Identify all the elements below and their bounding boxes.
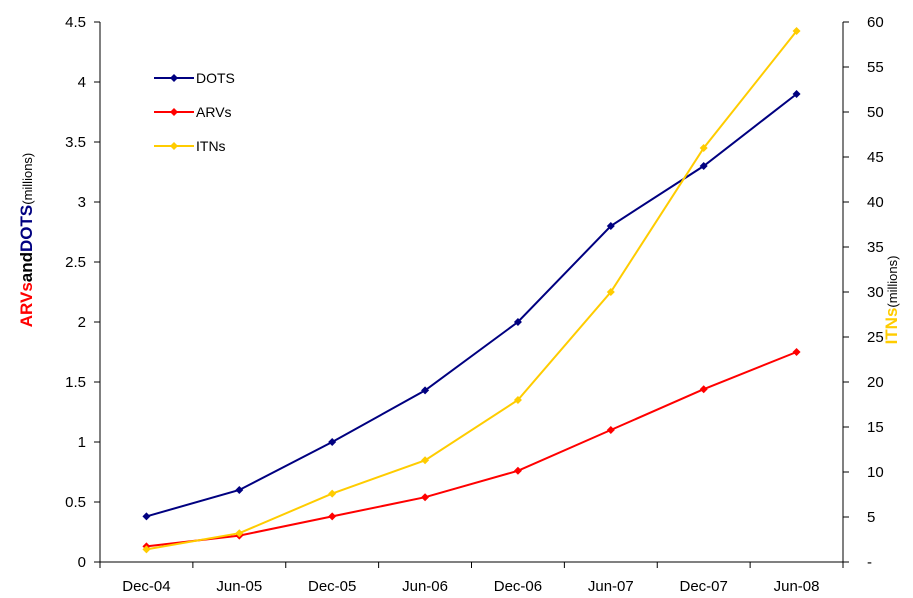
y-left-tick-label: 1.5 (65, 374, 86, 391)
legend: DOTS ARVs ITNs (154, 70, 235, 154)
legend-swatch-marker (170, 74, 178, 82)
x-tick-label: Jun-08 (774, 578, 820, 595)
x-tick-label: Jun-06 (402, 578, 448, 595)
y-left-tick-label: 0 (78, 554, 86, 571)
series-arvs (142, 348, 801, 551)
data-point-itns (235, 529, 244, 538)
y-right-tick-label: 55 (867, 59, 884, 76)
data-point-arvs (606, 426, 615, 434)
legend-label: DOTS (196, 70, 235, 86)
y-left-tick-label: 4.5 (65, 14, 86, 31)
legend-label: ITNs (196, 138, 226, 154)
axis-title-part: DOTS (17, 205, 36, 252)
x-tick-label: Dec-04 (122, 578, 170, 595)
y-left-tick-label: 2.5 (65, 254, 86, 271)
y-left-tick-label: 0.5 (65, 494, 86, 511)
y-left-tick-label: 3 (78, 194, 86, 211)
data-point-arvs (699, 385, 708, 394)
y-right-tick-label: 15 (867, 419, 884, 436)
y-right-tick-label: 30 (867, 284, 884, 301)
legend-item-itns: ITNs (154, 138, 226, 154)
y-right-tick-label: 35 (867, 239, 884, 256)
axis-title-part: (millions) (20, 153, 35, 205)
y-right-tick-label: 60 (867, 14, 884, 31)
legend-swatch-marker (170, 142, 178, 150)
series-layer (142, 27, 801, 554)
data-point-arvs (792, 348, 801, 356)
legend-item-arvs: ARVs (154, 104, 232, 120)
series-line-itns (146, 30, 798, 551)
data-point-itns (513, 396, 522, 404)
x-tick-label: Jun-07 (588, 578, 634, 595)
x-tick-label: Dec-05 (308, 578, 356, 595)
data-point-dots (142, 512, 151, 521)
legend-swatch-marker (170, 108, 178, 116)
y-left-tick-label: 2 (78, 314, 86, 331)
legend-item-dots: DOTS (154, 70, 235, 86)
data-point-dots (328, 438, 337, 446)
axis-title-part: and (17, 252, 36, 282)
legend-label: ARVs (196, 104, 232, 120)
axis-labels: ARVsandDOTS(millions)ITNs(millions) (17, 153, 901, 345)
y-right-tick-label: 20 (867, 374, 884, 391)
data-point-itns (142, 545, 151, 554)
data-point-arvs (421, 493, 430, 502)
data-point-dots (699, 162, 708, 170)
axis-title-part: ITNs (882, 308, 901, 345)
series-dots (142, 90, 801, 521)
data-point-dots (235, 486, 244, 494)
y-left-tick-label: 3.5 (65, 134, 86, 151)
y-left-tick-label: 1 (78, 434, 86, 451)
data-point-dots (792, 90, 801, 98)
series-itns (142, 27, 801, 554)
data-point-itns (792, 27, 801, 35)
y-right-tick-label: 25 (867, 329, 884, 346)
data-point-dots (606, 222, 615, 230)
data-point-dots (513, 318, 522, 326)
series-line-dots (146, 93, 798, 518)
axes: 0 0.5 1 1.5 2 2.5 3 3.5 4 4.5 - 5 10 15 20 25 30 35 40 45 50… (65, 14, 884, 595)
y-right-tick-label: 45 (867, 149, 884, 166)
y-right-axis-title: ITNs(millions) (882, 256, 901, 345)
data-point-itns (421, 456, 430, 465)
y-right-tick-label: - (867, 554, 872, 571)
data-point-itns (699, 144, 708, 152)
axis-title-part: ARVs (17, 282, 36, 327)
data-point-arvs (513, 466, 522, 475)
data-point-itns (606, 288, 615, 296)
y-right-tick-label: 50 (867, 104, 884, 121)
x-tick-label: Jun-05 (216, 578, 262, 595)
data-point-itns (328, 489, 337, 498)
y-right-tick-label: 5 (867, 509, 875, 526)
x-tick-label: Dec-07 (680, 578, 728, 595)
data-point-dots (421, 386, 430, 395)
y-left-tick-label: 4 (78, 74, 86, 91)
axis-title-part: (millions) (885, 256, 900, 308)
y-right-tick-label: 40 (867, 194, 884, 211)
series-line-arvs (146, 351, 797, 548)
y-right-tick-label: 10 (867, 464, 884, 481)
x-tick-label: Dec-06 (494, 578, 542, 595)
data-point-arvs (328, 512, 337, 521)
y-left-axis-title: ARVsandDOTS(millions) (17, 153, 36, 328)
